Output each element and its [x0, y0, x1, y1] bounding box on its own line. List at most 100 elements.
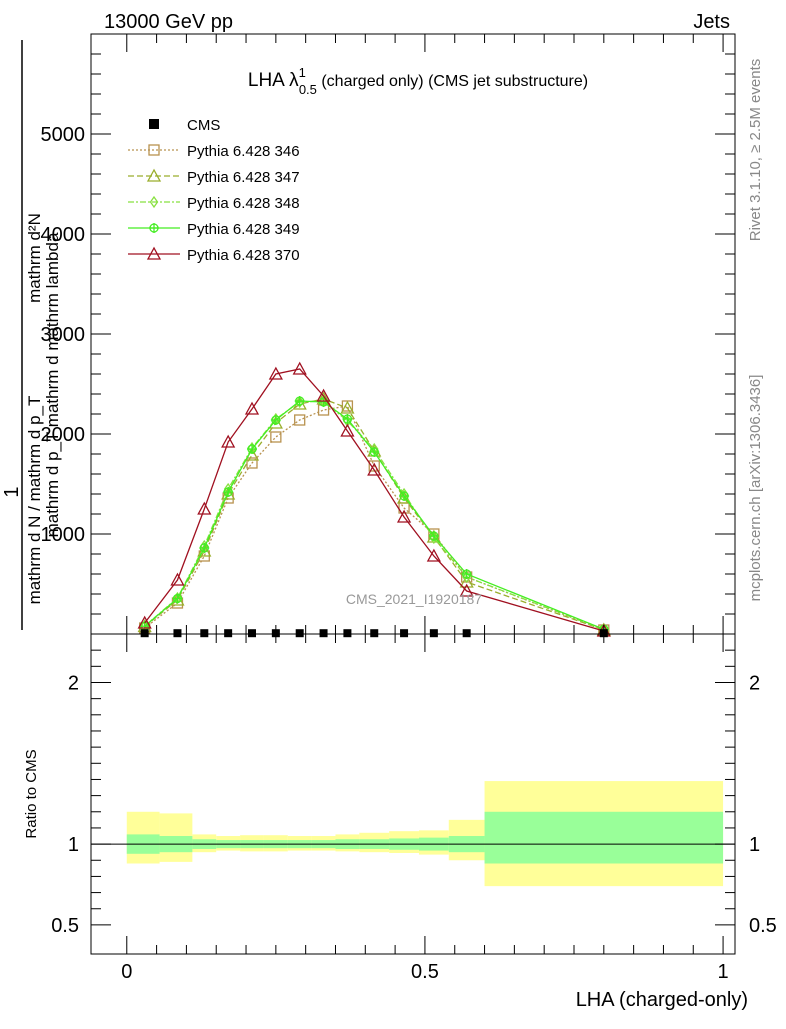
cms-point	[248, 629, 256, 638]
legend: CMS Pythia 6.428 346 Pythia 6.428 347 Pythi…	[128, 117, 300, 264]
ylabel-top: mathrm d²N	[25, 213, 44, 303]
series-4-point	[294, 396, 305, 406]
series-2-point	[396, 490, 412, 504]
series-4-point	[461, 569, 472, 579]
cms-point	[343, 629, 352, 638]
series-5-point	[268, 366, 283, 380]
y-tick-label: 5000	[41, 124, 86, 146]
cms-point	[319, 629, 328, 638]
series-5-point	[316, 388, 331, 402]
ylabel-one: 1	[1, 486, 23, 497]
legend-entry-1: CMS	[149, 117, 220, 134]
series-4-point	[223, 487, 234, 497]
ratio-y-tick-label-right: 2	[749, 672, 760, 694]
series-3-point	[295, 395, 304, 409]
cms-point	[295, 629, 304, 638]
series-5-point	[197, 501, 212, 515]
main-title-main: LHA λ	[248, 70, 299, 91]
legend-label: Pythia 6.428 347	[187, 169, 300, 186]
series-4-point	[399, 491, 410, 501]
ratio-y-tick-label: 0.5	[51, 915, 79, 937]
legend-label: Pythia 6.428 349	[187, 221, 300, 238]
series-1-point	[270, 431, 282, 443]
x-tick-label: 0	[121, 961, 132, 983]
cms-point	[400, 629, 409, 638]
legend-entry-6: Pythia 6.428 370	[128, 246, 300, 264]
series-4-point	[172, 593, 183, 604]
x-tick-label: 1	[718, 961, 729, 983]
legend-label: Pythia 6.428 346	[187, 143, 300, 160]
x-axis-label: LHA (charged-only)	[576, 989, 748, 1011]
main-title-rest: (charged only) (CMS jet substructure)	[317, 73, 588, 90]
series-5-point	[396, 509, 412, 523]
y-tick-label: 1000	[41, 524, 86, 546]
main-marks	[137, 361, 611, 638]
series-4-point	[369, 447, 380, 457]
main-axes: 1000 2000 3000 4000 5000	[41, 34, 735, 634]
y-tick-label: 3000	[41, 324, 86, 346]
series-line-5	[144, 368, 604, 632]
ratio-y-tick-label-right: 0.5	[749, 915, 777, 937]
header-left: 13000 GeV pp	[104, 11, 233, 33]
cms-point	[462, 629, 471, 638]
mcplots-url-label: mcplots.cern.ch [arXiv:1306.3436]	[747, 375, 764, 602]
legend-marker	[149, 223, 159, 233]
ratio-ylabel: Ratio to CMS	[23, 749, 40, 838]
legend-marker	[146, 168, 162, 182]
series-4-point	[428, 531, 439, 541]
main-ylabel: mathrm d²N mathrm d p_T mathrm d mathrm …	[1, 40, 62, 630]
series-5-point	[340, 423, 355, 437]
ratio-frame	[90, 633, 736, 955]
legend-marker	[149, 119, 159, 129]
series-2-point	[340, 400, 355, 414]
series-4-point	[270, 415, 281, 425]
legend-marker	[148, 144, 160, 156]
main-title-sup: 1	[299, 65, 306, 80]
legend-entry-4: Pythia 6.428 348	[128, 195, 300, 212]
series-5-point	[459, 583, 474, 597]
cms-point	[370, 629, 379, 638]
series-2-point	[221, 486, 236, 500]
cms-point	[224, 629, 233, 638]
series-4-point	[247, 444, 257, 454]
ratio-marks	[91, 781, 735, 887]
main-title-sub: 0.5	[299, 82, 317, 97]
series-5-point	[221, 434, 236, 448]
legend-marker	[149, 195, 159, 209]
series-line-4	[144, 400, 605, 630]
legend-marker	[146, 246, 162, 260]
ratio-y-tick-label: 2	[68, 672, 79, 694]
main-title: LHA λ1 0.5 (charged only) (CMS jet substr…	[248, 65, 588, 97]
x-tick-label: 0.5	[411, 961, 439, 983]
ratio-panel: 0.5 0.5 1 1 2 2 0 0.5 1 Ratio to CMS LHA (charge…	[23, 633, 777, 1011]
series-4-point	[342, 414, 353, 424]
cms-point	[429, 629, 438, 638]
series-4-point	[199, 543, 210, 553]
ylabel-bottom: mathrm d N / mathrm d p_T	[25, 396, 44, 605]
ratio-y-tick-label: 1	[68, 834, 79, 856]
legend-entry-5: Pythia 6.428 349	[128, 221, 300, 238]
legend-label: CMS	[187, 117, 220, 134]
series-5-point	[292, 361, 307, 375]
cms-point	[173, 629, 182, 638]
series-5-point	[426, 548, 441, 562]
legend-label: Pythia 6.428 348	[187, 195, 300, 212]
legend-entry-2: Pythia 6.428 346	[128, 143, 300, 160]
series-5-point	[170, 572, 185, 586]
series-5-point	[137, 615, 152, 629]
series-1-point	[294, 414, 306, 426]
ratio-axes: 0.5 0.5 1 1 2 2 0 0.5 1	[51, 634, 777, 983]
watermark: CMS_2021_I1920187	[346, 591, 482, 607]
rivet-version-label: Rivet 3.1.10, ≥ 2.5M events	[747, 59, 764, 242]
cms-point	[140, 629, 149, 638]
ylabel-mid: mathrm d p_T mathrm d mathrm lambda	[43, 232, 62, 537]
y-tick-label: 4000	[41, 224, 86, 246]
series-5-point	[367, 462, 382, 476]
series-5-point	[244, 401, 260, 415]
cms-data	[140, 629, 608, 638]
series-2-point	[459, 574, 474, 588]
ratio-stat-band-14	[484, 811, 724, 864]
cms-point	[200, 629, 209, 638]
